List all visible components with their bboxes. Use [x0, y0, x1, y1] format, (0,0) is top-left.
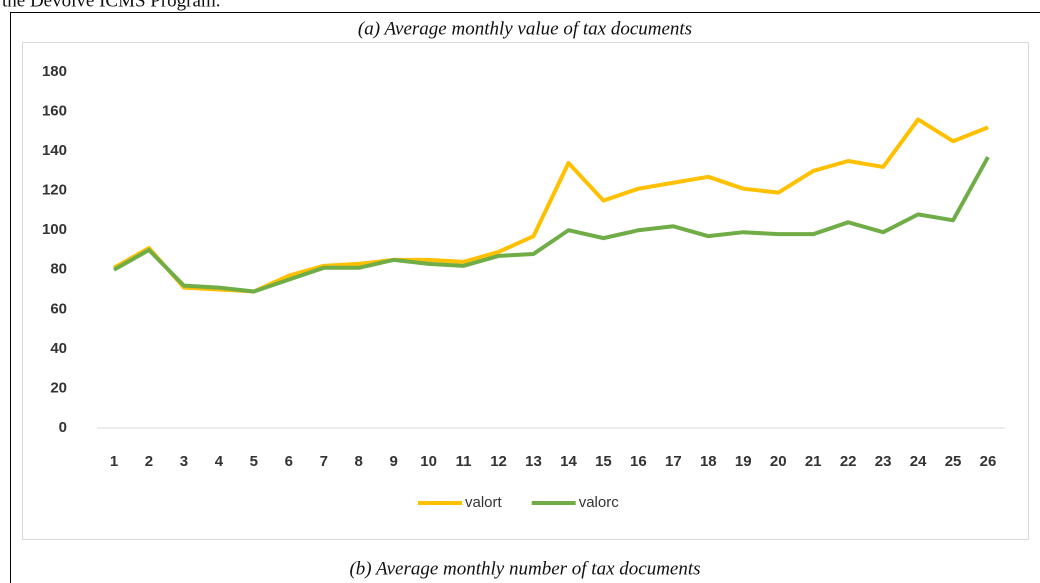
x-tick-label: 2: [145, 453, 153, 470]
y-tick-label: 60: [50, 300, 67, 317]
chart-title: (a) Average monthly value of tax documen…: [358, 18, 692, 39]
x-tick-label: 25: [945, 453, 962, 470]
x-tick-label: 24: [910, 453, 927, 470]
x-tick-label: 9: [390, 453, 398, 470]
legend-label: valort: [465, 494, 503, 511]
x-tick-label: 13: [525, 453, 542, 470]
x-tick-label: 11: [456, 453, 472, 470]
x-tick-label: 1: [110, 453, 118, 470]
x-tick-label: 22: [840, 453, 857, 470]
y-tick-label: 80: [50, 261, 67, 278]
x-tick-label: 23: [875, 453, 892, 470]
x-tick-label: 4: [215, 453, 224, 470]
x-tick-label: 8: [355, 453, 363, 470]
x-tick-label: 19: [735, 453, 752, 470]
y-tick-label: 100: [42, 221, 67, 238]
x-tick-label: 3: [180, 453, 188, 470]
y-tick-label: 140: [42, 142, 67, 159]
y-tick-label: 160: [42, 103, 67, 120]
y-tick-label: 0: [59, 419, 67, 436]
x-tick-label: 20: [770, 453, 787, 470]
figure-border: [10, 12, 1040, 583]
x-tick-label: 21: [805, 453, 822, 470]
x-tick-label: 14: [560, 453, 577, 470]
x-tick-label: 10: [420, 453, 437, 470]
x-tick-label: 6: [285, 453, 293, 470]
x-tick-label: 18: [700, 453, 717, 470]
x-tick-label: 26: [980, 453, 997, 470]
x-tick-label: 7: [320, 453, 328, 470]
y-tick-label: 20: [50, 379, 67, 396]
x-tick-label: 16: [630, 453, 647, 470]
y-tick-label: 180: [42, 63, 67, 80]
x-tick-label: 15: [595, 453, 612, 470]
y-tick-label: 120: [42, 182, 67, 199]
legend-label: valorc: [579, 494, 620, 511]
line-series: [113, 156, 990, 294]
y-tick-label: 40: [50, 340, 67, 357]
caption: (b) Average monthly number of tax docume…: [349, 558, 700, 579]
header-text: the Devolve ICMS Program.: [2, 0, 220, 11]
x-tick-label: 17: [665, 453, 682, 470]
x-tick-label: 12: [490, 453, 507, 470]
chart-frame: [22, 42, 1029, 540]
x-tick-label: 5: [250, 453, 258, 470]
